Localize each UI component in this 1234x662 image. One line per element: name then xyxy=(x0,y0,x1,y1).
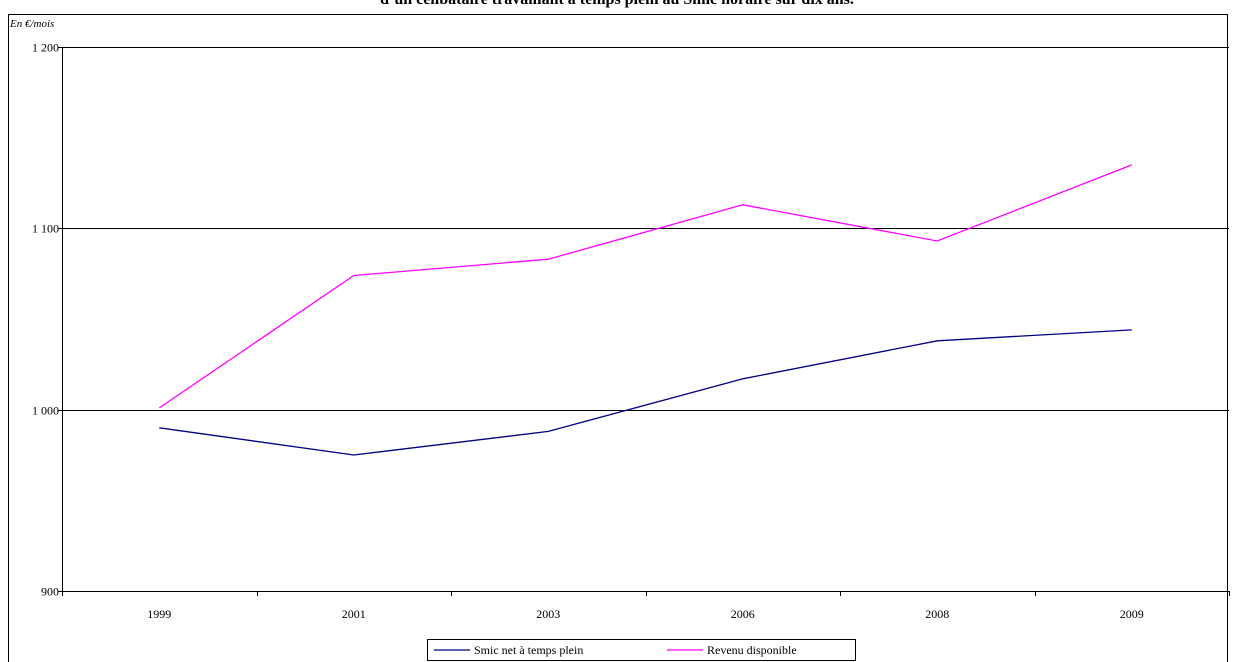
chart-border xyxy=(8,14,1228,662)
x-tick-label: 2009 xyxy=(1120,607,1144,621)
series-line-1 xyxy=(159,329,1132,456)
y-tick-label: 1 200 xyxy=(32,41,59,55)
y-tick-label: 900 xyxy=(41,585,59,599)
x-tick-label: 2003 xyxy=(536,607,560,621)
chart-title: d’un célibataire travaillant à temps ple… xyxy=(0,0,1234,9)
x-tick-label: 2001 xyxy=(342,607,366,621)
legend-label-1: Smic net à temps plein xyxy=(474,643,583,657)
legend-label-2: Revenu disponible xyxy=(707,643,797,657)
x-tick-label: 2006 xyxy=(731,607,755,621)
x-tick-label: 1999 xyxy=(147,607,171,621)
legend-box xyxy=(427,639,856,661)
y-tick-label: 1 000 xyxy=(32,404,59,418)
y-axis-unit-label: En €/mois xyxy=(10,18,55,30)
series-line-2 xyxy=(158,164,1133,409)
x-tick-label: 2008 xyxy=(925,607,949,621)
y-tick-label: 1 100 xyxy=(32,222,59,236)
